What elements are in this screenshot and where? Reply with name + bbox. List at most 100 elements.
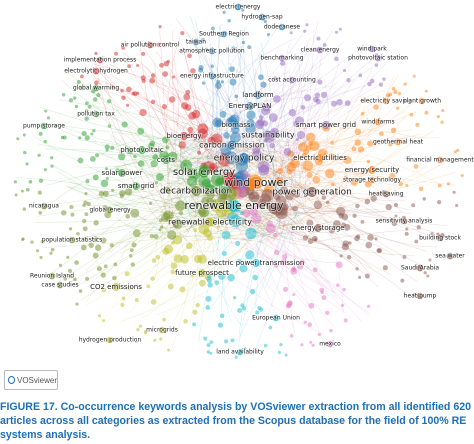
node <box>252 259 260 267</box>
bubble <box>170 240 175 245</box>
bubble <box>374 63 379 67</box>
node <box>232 121 240 129</box>
node <box>368 45 376 53</box>
bubble <box>219 313 225 319</box>
link <box>116 167 234 210</box>
bubble <box>81 130 87 137</box>
link <box>278 109 316 236</box>
bubble <box>105 176 109 181</box>
node-label: land availability <box>216 349 264 356</box>
bubble <box>405 183 409 187</box>
bubble <box>441 109 445 113</box>
bubble <box>158 218 163 223</box>
bubble <box>271 130 279 138</box>
bubble <box>155 254 161 260</box>
bubble <box>341 243 349 251</box>
link <box>252 213 297 357</box>
bubble <box>160 225 164 229</box>
bubble <box>137 160 145 167</box>
bubble <box>53 124 58 128</box>
bubble <box>389 173 396 179</box>
bubble <box>82 218 87 224</box>
bubble <box>130 262 136 267</box>
link <box>85 179 198 271</box>
bubble <box>131 242 137 248</box>
bubble <box>158 25 162 29</box>
bubble <box>104 167 108 171</box>
link <box>263 162 284 181</box>
bubble <box>92 252 99 259</box>
node-label: energy storage <box>291 224 344 232</box>
link <box>235 29 246 231</box>
node <box>246 102 254 110</box>
bubble <box>296 263 304 270</box>
bubble <box>355 267 359 271</box>
bubble <box>393 202 399 208</box>
bubble <box>307 238 314 244</box>
bubble <box>162 317 166 322</box>
bubble <box>162 71 169 77</box>
link <box>85 145 215 181</box>
bubble <box>246 110 256 120</box>
bubble <box>307 322 313 328</box>
bubble <box>313 200 323 210</box>
bubble <box>210 166 214 171</box>
bubble <box>222 10 226 14</box>
link <box>175 18 286 210</box>
bubble <box>325 200 330 205</box>
link <box>203 176 339 233</box>
bubble <box>163 43 167 47</box>
node-label: smart power grid <box>296 121 356 129</box>
bubble <box>321 295 327 301</box>
node <box>416 264 424 272</box>
bubble <box>120 302 125 308</box>
bubble <box>92 129 96 133</box>
bubble <box>241 8 245 12</box>
bubble <box>206 273 212 279</box>
bubble <box>376 248 381 253</box>
bubble <box>219 110 227 118</box>
bubble <box>252 274 259 281</box>
bubble <box>428 258 432 262</box>
bubble <box>273 262 279 268</box>
bubble <box>113 262 118 267</box>
bubble <box>197 150 201 155</box>
bubble <box>150 99 156 105</box>
bubble <box>190 68 196 74</box>
node-label: photovoltaic station <box>348 55 408 62</box>
link <box>122 52 210 174</box>
node <box>316 46 324 54</box>
node-label: air pollution control <box>121 42 180 49</box>
link <box>139 46 168 216</box>
bubble <box>356 234 361 239</box>
node <box>436 156 444 164</box>
link <box>121 154 228 250</box>
link <box>158 141 206 229</box>
bubble <box>178 141 187 149</box>
node <box>205 217 215 227</box>
bubble <box>84 191 88 196</box>
bubble <box>360 111 365 116</box>
bubble <box>217 154 230 167</box>
node-label: case studies <box>41 282 78 289</box>
bubble <box>343 155 352 165</box>
bubble <box>460 174 464 178</box>
link <box>167 231 279 282</box>
bubble <box>245 123 256 134</box>
bubble <box>112 275 117 281</box>
bubble <box>185 242 193 250</box>
bubble <box>348 241 352 245</box>
bubble <box>13 180 17 184</box>
bubble <box>234 355 238 359</box>
bubble <box>121 296 126 301</box>
link <box>142 194 273 319</box>
link <box>294 204 387 214</box>
bubble <box>62 135 67 140</box>
bubble <box>358 275 362 279</box>
bubble <box>351 146 357 152</box>
bubble <box>257 199 267 209</box>
bubble <box>317 79 323 85</box>
link <box>104 82 225 168</box>
link <box>155 212 300 316</box>
node <box>208 72 216 80</box>
